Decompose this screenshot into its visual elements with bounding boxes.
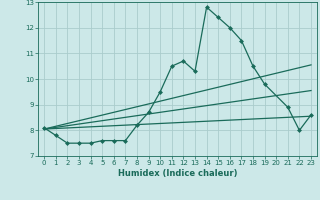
X-axis label: Humidex (Indice chaleur): Humidex (Indice chaleur) bbox=[118, 169, 237, 178]
